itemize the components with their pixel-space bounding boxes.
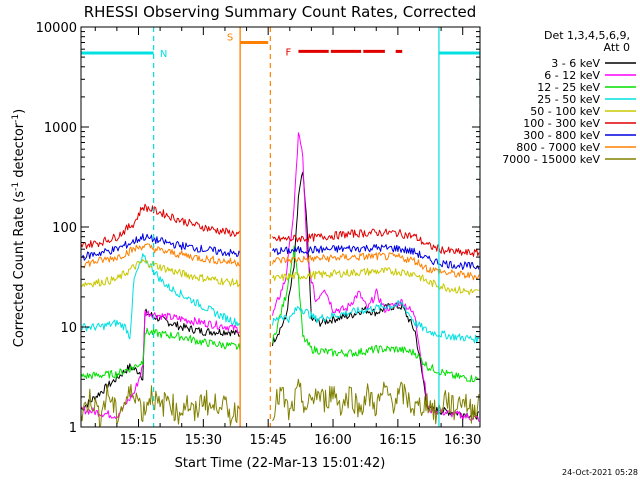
footer-date: 24-Oct-2021 05:28 [562, 468, 638, 477]
x-axis-label: Start Time (22-Mar-13 15:01:42) [175, 456, 386, 471]
y-axis-label-sup1: -1 [11, 182, 21, 191]
y-tick-label: 1 [69, 421, 77, 436]
plot-data-layer: N S F [81, 27, 480, 427]
x-tick-label: 15:30 [185, 433, 222, 448]
axis-ticks: 15:15 15:30 15:45 16:00 16:15 16:30 1 10 100 1000… [36, 21, 482, 448]
legend-label-1: 6 - 12 keV [544, 69, 600, 82]
annotation-night-label: N [160, 49, 167, 60]
annotation-saa-label: S [227, 32, 233, 43]
series-line-3 [81, 253, 480, 344]
series-line-5 [81, 203, 480, 257]
series-line-1 [81, 132, 480, 422]
x-tick-label: 16:00 [314, 433, 351, 448]
legend-label-0: 3 - 6 keV [551, 57, 600, 70]
legend-label-6: 300 - 800 keV [523, 129, 600, 142]
series-line-7 [81, 243, 480, 281]
y-axis-label-main: Corrected Count Rate (s [12, 191, 27, 348]
legend-label-5: 100 - 300 keV [523, 117, 600, 130]
legend-label-2: 12 - 25 keV [537, 81, 600, 94]
annotation-flare-label: F [286, 47, 292, 58]
legend-label-4: 50 - 100 keV [530, 105, 600, 118]
y-tick-label: 10 [60, 321, 77, 336]
y-axis-label-mid: detector [12, 122, 27, 182]
series-line-4 [81, 259, 480, 296]
y-axis-label: Corrected Count Rate (s-1 detector-1) [11, 109, 27, 347]
x-tick-label: 15:45 [249, 433, 286, 448]
legend-header-detectors: Det 1,3,4,5,6,9, [544, 29, 630, 42]
x-tick-label: 15:15 [120, 433, 157, 448]
x-tick-label: 16:15 [379, 433, 416, 448]
series-line-6 [81, 233, 480, 270]
x-tick-label: 16:30 [444, 433, 481, 448]
legend-label-7: 800 - 7000 keV [516, 141, 600, 154]
series-line-8 [81, 378, 480, 427]
legend-label-8: 7000 - 15000 keV [502, 153, 600, 166]
chart-title: RHESSI Observing Summary Count Rates, Co… [84, 3, 477, 21]
legend-label-3: 25 - 50 keV [537, 93, 600, 106]
series-line-2 [81, 245, 479, 383]
y-axis-label-end: ) [12, 109, 27, 114]
y-tick-label: 1000 [44, 121, 77, 136]
y-tick-label: 10000 [36, 21, 77, 36]
y-tick-label: 100 [52, 221, 77, 236]
legend-header-attenuator: Att 0 [604, 41, 630, 54]
y-axis-label-sup2: -1 [11, 114, 21, 123]
